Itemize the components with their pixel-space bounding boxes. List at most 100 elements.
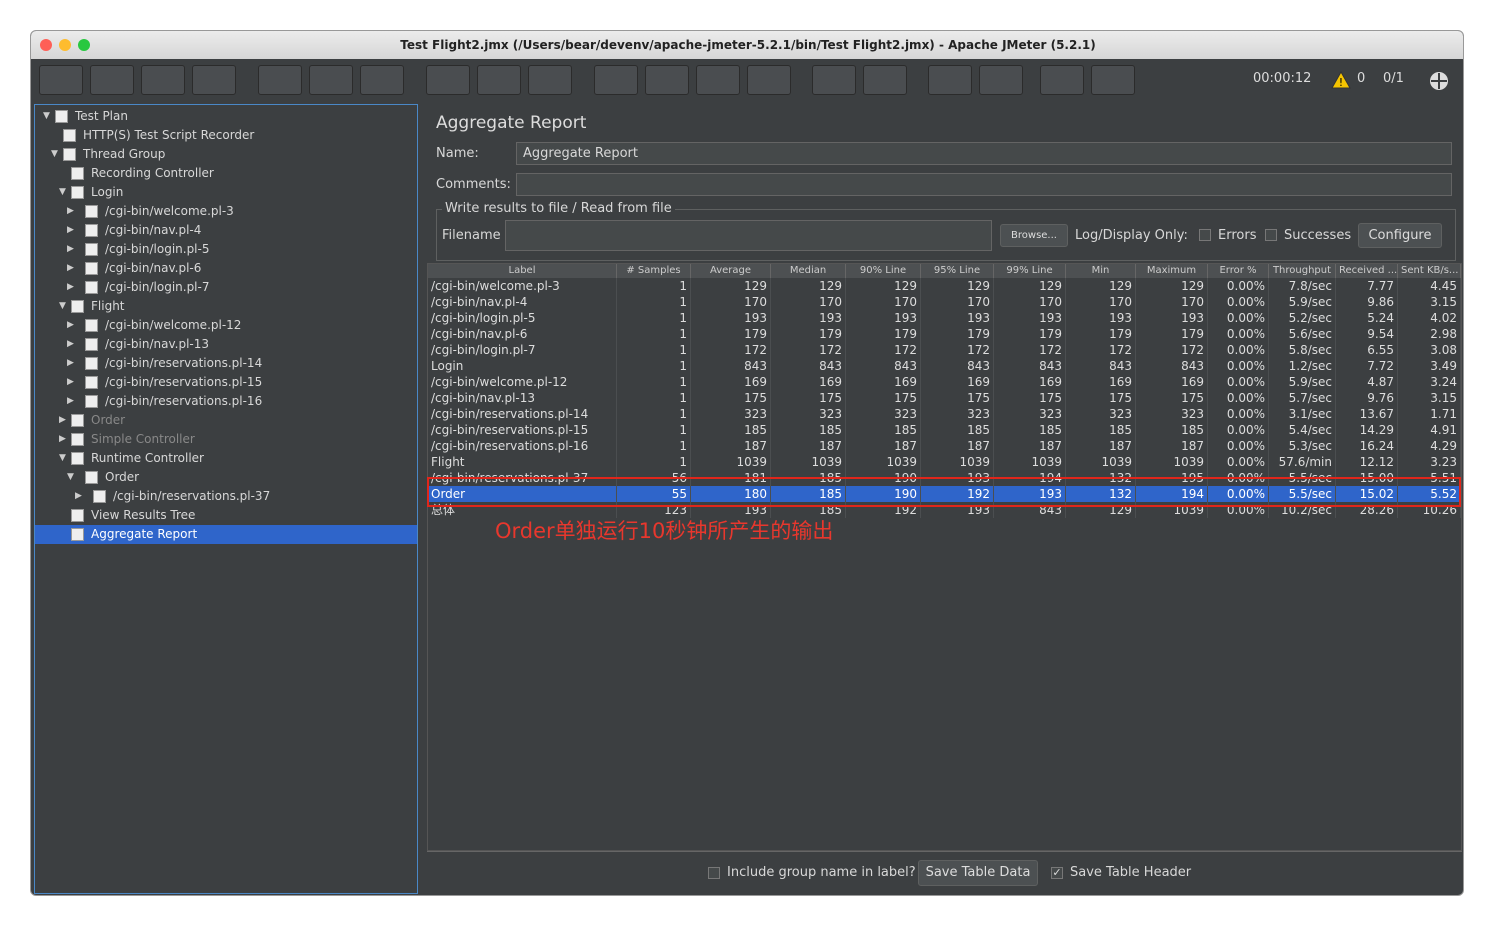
toolbar-button[interactable] <box>426 65 470 95</box>
column-header[interactable]: Label <box>428 264 617 278</box>
table-row[interactable]: Flight 1 1039 1039 1039 1039 1039 1039 1039 0.00%… <box>428 454 1461 470</box>
tree-node[interactable]: ▶ /cgi-bin/nav.pl-4 <box>35 221 417 240</box>
tree-node[interactable]: ▶ /cgi-bin/nav.pl-6 <box>35 259 417 278</box>
column-header[interactable]: Min <box>1066 264 1136 278</box>
zoom-button[interactable] <box>78 39 90 51</box>
configure-button[interactable]: Configure <box>1358 223 1442 248</box>
tree-node[interactable]: HTTP(S) Test Script Recorder <box>35 126 417 145</box>
table-cell: 57.6/min <box>1269 454 1336 470</box>
minimize-button[interactable] <box>59 39 71 51</box>
toolbar-button[interactable] <box>979 65 1023 95</box>
save-table-data-button[interactable]: Save Table Data <box>918 860 1038 886</box>
toolbar-button[interactable] <box>747 65 791 95</box>
tree-node[interactable]: ▼ Test Plan <box>35 107 417 126</box>
tree-node[interactable]: ▶ Simple Controller <box>35 430 417 449</box>
table-cell: 843 <box>691 358 771 374</box>
toolbar-button[interactable] <box>594 65 638 95</box>
table-cell: 0.00% <box>1208 358 1269 374</box>
errors-checkbox[interactable] <box>1199 229 1211 241</box>
toolbar-button[interactable] <box>141 65 185 95</box>
toolbar-button[interactable] <box>192 65 236 95</box>
table-cell: 5.7/sec <box>1269 390 1336 406</box>
table-row[interactable]: /cgi-bin/nav.pl-6 1 179 179 179 179 179 179 179 0… <box>428 326 1461 342</box>
toolbar-button[interactable] <box>528 65 572 95</box>
close-button[interactable] <box>40 39 52 51</box>
column-header[interactable]: Sent KB/s... <box>1398 264 1461 278</box>
tree-node[interactable]: ▼ Thread Group <box>35 145 417 164</box>
table-row[interactable]: Login 1 843 843 843 843 843 843 843 0.00% 1.2/sec 7… <box>428 358 1461 374</box>
tree-node[interactable]: ▶ /cgi-bin/login.pl-7 <box>35 278 417 297</box>
toolbar-button[interactable] <box>39 65 83 95</box>
tree-node[interactable]: ▶ /cgi-bin/nav.pl-13 <box>35 335 417 354</box>
successes-checkbox[interactable] <box>1265 229 1277 241</box>
column-header[interactable]: Median <box>771 264 846 278</box>
table-row[interactable]: /cgi-bin/nav.pl-13 1 175 175 175 175 175 175 175… <box>428 390 1461 406</box>
table-cell: 5.9/sec <box>1269 374 1336 390</box>
table-row[interactable]: /cgi-bin/welcome.pl-3 1 129 129 129 129 129 129… <box>428 278 1461 294</box>
table-row[interactable]: /cgi-bin/reservations.pl-16 1 187 187 187 187… <box>428 438 1461 454</box>
tree-node[interactable]: ▶ /cgi-bin/login.pl-5 <box>35 240 417 259</box>
toolbar-button[interactable] <box>360 65 404 95</box>
tree-node[interactable]: ▶ Order <box>35 411 417 430</box>
toolbar-button[interactable] <box>863 65 907 95</box>
filename-field[interactable] <box>505 220 992 251</box>
table-row[interactable]: /cgi-bin/login.pl-7 1 172 172 172 172 172 172 17… <box>428 342 1461 358</box>
toolbar-button[interactable] <box>258 65 302 95</box>
column-header[interactable]: 90% Line <box>846 264 921 278</box>
table-row[interactable]: /cgi-bin/login.pl-5 1 193 193 193 193 193 193 19… <box>428 310 1461 326</box>
column-header[interactable]: Average <box>691 264 771 278</box>
toolbar-button[interactable] <box>645 65 689 95</box>
toolbar-button[interactable] <box>812 65 856 95</box>
table-row[interactable]: /cgi-bin/reservations.pl-14 1 323 323 323 323… <box>428 406 1461 422</box>
column-header[interactable]: # Samples <box>617 264 691 278</box>
column-header[interactable]: Throughput <box>1269 264 1336 278</box>
column-header[interactable]: Maximum <box>1136 264 1208 278</box>
table-cell: 175 <box>921 390 994 406</box>
table-cell: 1039 <box>691 454 771 470</box>
table-cell: 179 <box>1136 326 1208 342</box>
tree-node[interactable]: ▶ /cgi-bin/reservations.pl-16 <box>35 392 417 411</box>
toolbar-button[interactable] <box>477 65 521 95</box>
toolbar-button[interactable] <box>928 65 972 95</box>
name-field[interactable]: Aggregate Report <box>516 142 1452 165</box>
tree-node[interactable]: ▶ /cgi-bin/welcome.pl-12 <box>35 316 417 335</box>
toolbar-button[interactable] <box>1091 65 1135 95</box>
timer: 00:00:12 <box>1253 71 1312 86</box>
tree-node[interactable]: ▼ Login <box>35 183 417 202</box>
tree-node[interactable]: Aggregate Report <box>35 525 417 544</box>
table-row[interactable]: /cgi-bin/reservations.pl-15 1 185 185 185 185… <box>428 422 1461 438</box>
column-header[interactable]: Error % <box>1208 264 1269 278</box>
column-header[interactable]: Received ... <box>1336 264 1398 278</box>
toolbar-button[interactable] <box>309 65 353 95</box>
column-header[interactable]: 99% Line <box>994 264 1066 278</box>
tree-node[interactable]: ▼ Order <box>35 468 417 487</box>
toolbar-button[interactable] <box>696 65 740 95</box>
save-header-checkbox[interactable]: ✓ <box>1051 866 1063 879</box>
tree-node[interactable]: ▶ /cgi-bin/reservations.pl-15 <box>35 373 417 392</box>
tree-node[interactable]: ▶ /cgi-bin/reservations.pl-37 <box>35 487 417 506</box>
tree-node[interactable]: ▶ /cgi-bin/welcome.pl-3 <box>35 202 417 221</box>
tree-node[interactable]: ▼ Flight <box>35 297 417 316</box>
table-cell: 7.77 <box>1336 278 1398 294</box>
tree-node[interactable]: ▶ /cgi-bin/reservations.pl-14 <box>35 354 417 373</box>
comments-field[interactable] <box>516 173 1452 196</box>
table-row[interactable]: /cgi-bin/nav.pl-4 1 170 170 170 170 170 170 170 0… <box>428 294 1461 310</box>
tree-node[interactable]: ▼ Runtime Controller <box>35 449 417 468</box>
table-row[interactable]: /cgi-bin/welcome.pl-12 1 169 169 169 169 169 16… <box>428 374 1461 390</box>
tree-node[interactable]: Recording Controller <box>35 164 417 183</box>
table-row[interactable]: Order 55 180 185 190 192 193 132 194 0.00% 5.5/sec… <box>428 486 1461 502</box>
table-area <box>427 263 1462 851</box>
remote-icon[interactable] <box>1428 70 1450 92</box>
column-header[interactable]: 95% Line <box>921 264 994 278</box>
browse-button[interactable]: Browse... <box>1000 224 1068 247</box>
jmeter-window: Test Flight2.jmx (/Users/bear/devenv/apa… <box>30 30 1464 896</box>
tree-arrow: ▶ <box>67 377 74 387</box>
table-cell: 0.00% <box>1208 438 1269 454</box>
table-cell: Flight <box>428 454 617 470</box>
toolbar-button[interactable] <box>1040 65 1084 95</box>
include-group-checkbox[interactable] <box>708 867 720 879</box>
tree-icon <box>85 338 98 351</box>
toolbar-button[interactable] <box>90 65 134 95</box>
table-cell: 1 <box>617 278 691 294</box>
tree-node[interactable]: View Results Tree <box>35 506 417 525</box>
